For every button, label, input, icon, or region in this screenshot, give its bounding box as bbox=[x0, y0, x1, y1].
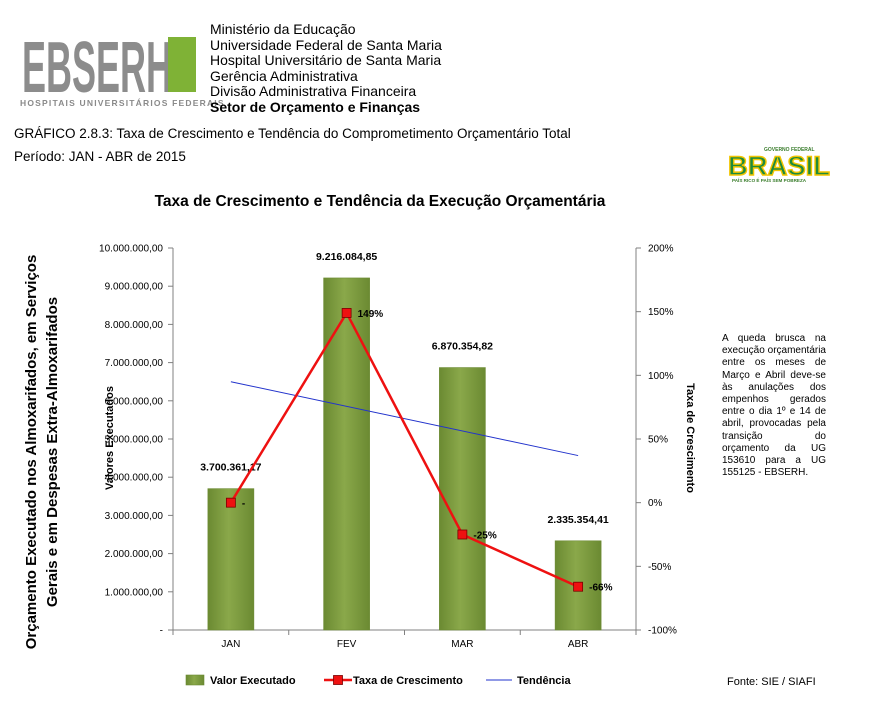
left-axis-tick-label: 5.000.000,00 bbox=[105, 435, 164, 446]
right-axis-tick-label: 0% bbox=[648, 498, 663, 509]
right-axis-title: Taxa de Crescimento bbox=[684, 383, 696, 493]
bar-data-label: 6.870.354,82 bbox=[432, 341, 493, 353]
organization-block: Ministério da Educação Universidade Fede… bbox=[210, 21, 442, 115]
org-line: Universidade Federal de Santa Maria bbox=[210, 36, 442, 53]
outer-y-label-line-2: Gerais e em Despesas Extra-Almoxarifados bbox=[44, 297, 61, 607]
growth-rate-marker bbox=[341, 308, 352, 318]
left-axis-tick-label: 9.000.000,00 bbox=[105, 282, 164, 293]
period-label: Período: JAN - ABR de 2015 bbox=[14, 149, 186, 164]
annotation-note: A queda brusca na execução orçamentária … bbox=[722, 333, 826, 479]
legend-label-taxa-de-crescimento: Taxa de Crescimento bbox=[353, 675, 463, 687]
bar-data-label: 2.335.354,41 bbox=[547, 514, 608, 526]
right-axis-tick-label: -100% bbox=[648, 626, 677, 637]
right-axis-tick-label: -50% bbox=[648, 562, 671, 573]
bar-data-label: 3.700.361,17 bbox=[200, 462, 261, 474]
org-line: Gerência Administrativa bbox=[210, 67, 358, 84]
left-axis-tick-label: 2.000.000,00 bbox=[105, 549, 164, 560]
left-axis-tick-label: 3.000.000,00 bbox=[105, 511, 164, 522]
growth-rate-data-label: -25% bbox=[473, 531, 496, 542]
left-axis-tick-label: 10.000.000,00 bbox=[99, 244, 163, 255]
legend-label-tendencia: Tendência bbox=[517, 675, 571, 687]
org-line: Hospital Universitário de Santa Maria bbox=[210, 52, 442, 68]
brasil-logo-text: BRASIL bbox=[728, 151, 830, 181]
ebserh-logo-text: EBSERH bbox=[22, 28, 172, 98]
ebserh-logo: EBSERH bbox=[22, 28, 196, 98]
left-axis-tick-label: 1.000.000,00 bbox=[105, 587, 164, 598]
legend-label-valor-executado: Valor Executado bbox=[210, 675, 296, 687]
right-axis-tick-label: 150% bbox=[648, 307, 674, 318]
right-axis-tick-label: 200% bbox=[648, 244, 674, 255]
bar-valor-executado bbox=[207, 488, 255, 631]
growth-rate-marker bbox=[457, 529, 468, 540]
legend-swatch-valor-executado bbox=[185, 674, 205, 686]
x-axis-category-label: MAR bbox=[451, 639, 473, 650]
ebserh-logo-subtitle: HOSPITAIS UNIVERSITÁRIOS FEDERAIS bbox=[20, 98, 225, 108]
ebserh-logo-accent bbox=[168, 37, 196, 92]
left-axis-tick-label: 6.000.000,00 bbox=[105, 396, 164, 407]
source-label: Fonte: SIE / SIAFI bbox=[727, 676, 816, 688]
left-axis-tick-label: 4.000.000,00 bbox=[105, 473, 164, 484]
org-line: Divisão Administrativa Financeira bbox=[210, 83, 417, 99]
brasil-logo-top: GOVERNO FEDERAL bbox=[764, 147, 815, 153]
bar-valor-executado bbox=[439, 367, 486, 631]
left-axis-tick-label: 7.000.000,00 bbox=[105, 358, 164, 369]
growth-rate-data-label: -66% bbox=[589, 583, 612, 594]
left-axis-tick-label: 8.000.000,00 bbox=[105, 320, 164, 331]
left-axis-title: Valores Executados bbox=[104, 386, 116, 490]
left-axis-tick-label: - bbox=[160, 626, 163, 637]
trend-line bbox=[230, 381, 579, 457]
chart-title: Taxa de Crescimento e Tendência da Execu… bbox=[154, 193, 606, 210]
bar-valor-executado bbox=[323, 277, 370, 631]
bar-data-label: 9.216.084,85 bbox=[316, 251, 377, 263]
growth-rate-data-label: 149% bbox=[358, 309, 384, 320]
growth-rate-data-label: - bbox=[242, 499, 245, 510]
right-axis-tick-label: 100% bbox=[648, 371, 674, 382]
right-axis-tick-label: 50% bbox=[648, 435, 668, 446]
org-sector: Setor de Orçamento e Finanças bbox=[210, 98, 421, 115]
x-axis-category-label: JAN bbox=[221, 639, 240, 650]
brasil-government-logo: GOVERNO FEDERAL BRASIL PAÍS RICO É PAÍS … bbox=[727, 147, 830, 183]
outer-y-label-line-1: Orçamento Executado nos Almoxarifados, e… bbox=[23, 255, 40, 650]
org-line: Ministério da Educação bbox=[210, 21, 356, 37]
legend-swatch-taxa-marker bbox=[333, 675, 343, 685]
growth-rate-line bbox=[229, 310, 579, 588]
growth-rate-marker bbox=[573, 581, 584, 592]
brasil-logo-slogan: PAÍS RICO É PAÍS SEM POBREZA bbox=[732, 176, 807, 183]
chart-caption: GRÁFICO 2.8.3: Taxa de Crescimento e Ten… bbox=[14, 126, 571, 141]
x-axis-category-label: ABR bbox=[568, 639, 589, 650]
growth-rate-marker bbox=[225, 497, 236, 508]
x-axis-category-label: FEV bbox=[337, 639, 357, 650]
